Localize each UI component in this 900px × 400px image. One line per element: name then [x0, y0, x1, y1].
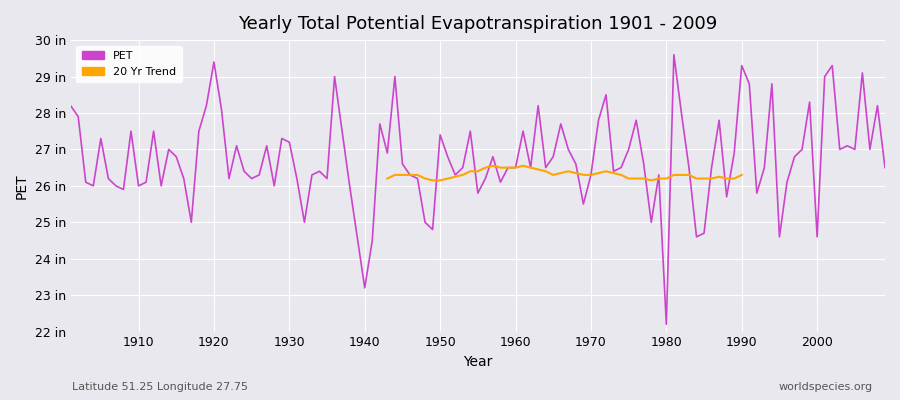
Text: Latitude 51.25 Longitude 27.75: Latitude 51.25 Longitude 27.75	[72, 382, 248, 392]
Legend: PET, 20 Yr Trend: PET, 20 Yr Trend	[76, 46, 182, 82]
Y-axis label: PET: PET	[15, 173, 29, 199]
Title: Yearly Total Potential Evapotranspiration 1901 - 2009: Yearly Total Potential Evapotranspiratio…	[238, 15, 717, 33]
X-axis label: Year: Year	[464, 355, 492, 369]
Text: worldspecies.org: worldspecies.org	[778, 382, 873, 392]
